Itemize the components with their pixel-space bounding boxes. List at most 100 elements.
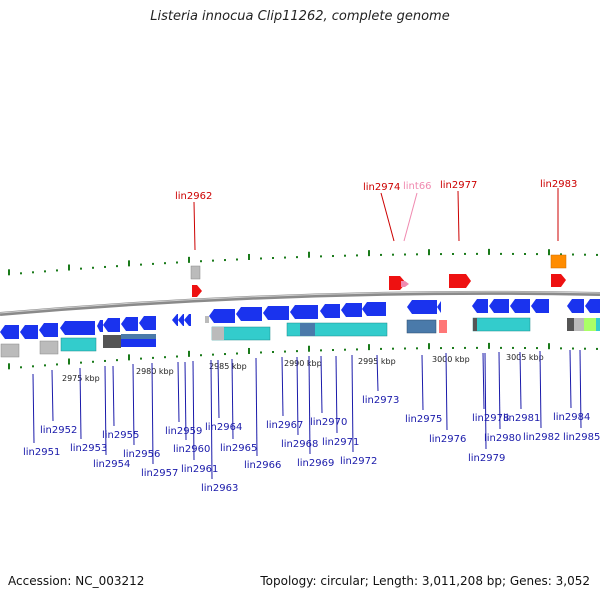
feature-box[interactable] xyxy=(406,319,437,334)
feature-box[interactable] xyxy=(300,323,315,336)
minor-tick xyxy=(164,262,166,265)
gene-label[interactable]: lin2981 xyxy=(503,413,540,424)
gene-label[interactable]: lin2979 xyxy=(468,453,505,464)
leader-line xyxy=(51,369,54,422)
gene-arrow[interactable] xyxy=(209,309,235,323)
gene-arrow[interactable] xyxy=(341,303,362,317)
feature-box[interactable] xyxy=(567,318,574,331)
leader-line xyxy=(457,190,460,242)
feature-box[interactable] xyxy=(0,343,20,358)
gene-box[interactable] xyxy=(190,265,201,280)
gene-arrow[interactable] xyxy=(139,316,156,330)
gene-arrow[interactable] xyxy=(551,274,566,287)
leader-line xyxy=(217,359,220,419)
gene-label[interactable]: lin2957 xyxy=(141,468,178,479)
gene-arrow[interactable] xyxy=(362,302,386,316)
gene-label[interactable]: lint66 xyxy=(403,181,432,192)
gene-label[interactable]: lin2959 xyxy=(165,426,202,437)
gene-arrow[interactable] xyxy=(263,306,289,320)
gene-label[interactable]: lin2982 xyxy=(523,432,560,443)
feature-box[interactable] xyxy=(473,318,477,331)
gene-label[interactable]: lin2985 xyxy=(563,432,600,443)
gene-label[interactable]: lin2978 xyxy=(472,413,509,424)
gene-arrow[interactable] xyxy=(60,321,95,335)
leader-line xyxy=(112,365,115,427)
gene-arrow[interactable] xyxy=(472,299,488,313)
minor-tick xyxy=(344,348,346,351)
scale-label: 3000 kbp xyxy=(432,355,470,364)
feature-box[interactable] xyxy=(584,318,596,331)
gene-arrow[interactable] xyxy=(184,314,191,326)
minor-tick xyxy=(440,347,442,350)
leader-line xyxy=(193,201,196,251)
leader-line xyxy=(192,360,195,461)
gene-arrow[interactable] xyxy=(172,314,178,326)
gene-label[interactable]: lin2968 xyxy=(281,439,318,450)
gene-arrow[interactable] xyxy=(0,325,19,339)
gene-label[interactable]: lin2969 xyxy=(297,458,334,469)
gene-arrow[interactable] xyxy=(567,299,584,313)
leader-line xyxy=(255,357,258,457)
gene-label[interactable]: lin2980 xyxy=(484,433,521,444)
gene-label[interactable]: lin2972 xyxy=(340,456,377,467)
leader-line xyxy=(403,192,418,242)
feature-box[interactable] xyxy=(121,334,156,339)
gene-label[interactable]: lin2971 xyxy=(322,437,359,448)
reverse-strand-genes xyxy=(0,299,600,358)
minor-tick xyxy=(356,348,358,351)
gene-label[interactable]: lin2965 xyxy=(220,443,257,454)
feature-box[interactable] xyxy=(574,318,584,331)
gene-arrow[interactable] xyxy=(489,299,509,313)
gene-label[interactable]: lin2974 xyxy=(363,182,400,193)
gene-label[interactable]: lin2966 xyxy=(244,460,281,471)
gene-arrow[interactable] xyxy=(437,301,441,313)
gene-arrow[interactable] xyxy=(407,300,437,314)
gene-arrow[interactable] xyxy=(585,299,600,313)
feature-box[interactable] xyxy=(103,335,121,348)
feature-box[interactable] xyxy=(39,340,59,355)
feature-box[interactable] xyxy=(472,317,531,332)
gene-arrow[interactable] xyxy=(236,307,262,321)
gene-label[interactable]: lin2955 xyxy=(102,430,139,441)
feature-box[interactable] xyxy=(212,327,224,340)
feature-box[interactable] xyxy=(60,337,97,352)
gene-arrow[interactable] xyxy=(401,281,409,287)
gene-label[interactable]: lin2964 xyxy=(205,422,242,433)
gene-arrow[interactable] xyxy=(121,317,138,331)
minor-tick xyxy=(320,349,322,352)
gene-arrow[interactable] xyxy=(103,318,120,332)
gene-box[interactable] xyxy=(205,316,209,323)
gene-arrow[interactable] xyxy=(510,299,530,313)
gene-label[interactable]: lin2961 xyxy=(181,464,218,475)
gene-label[interactable]: lin2963 xyxy=(201,483,238,494)
gene-label[interactable]: lin2960 xyxy=(173,444,210,455)
gene-label[interactable]: lin2975 xyxy=(405,414,442,425)
gene-arrow[interactable] xyxy=(320,304,340,318)
gene-label[interactable]: lin2953 xyxy=(70,443,107,454)
gene-arrow[interactable] xyxy=(290,305,318,319)
gene-arrow[interactable] xyxy=(192,285,202,297)
minor-tick xyxy=(596,347,598,350)
gene-label[interactable]: lin2970 xyxy=(310,417,347,428)
gene-label[interactable]: lin2951 xyxy=(23,447,60,458)
gene-label[interactable]: lin2977 xyxy=(440,180,477,191)
gene-label[interactable]: lin2956 xyxy=(123,449,160,460)
gene-label[interactable]: lin2973 xyxy=(362,395,399,406)
gene-label[interactable]: lin2967 xyxy=(266,420,303,431)
feature-box[interactable] xyxy=(439,320,447,333)
feature-box[interactable] xyxy=(596,318,600,331)
gene-arrow[interactable] xyxy=(178,314,184,326)
leader-line xyxy=(539,350,542,429)
gene-arrow[interactable] xyxy=(449,274,471,288)
gene-label[interactable]: lin2976 xyxy=(429,434,466,445)
gene-label[interactable]: lin2984 xyxy=(553,412,590,423)
gene-label[interactable]: lin2962 xyxy=(175,191,212,202)
gene-label[interactable]: lin2983 xyxy=(540,179,577,190)
gene-arrow[interactable] xyxy=(39,323,58,337)
gene-arrow[interactable] xyxy=(97,320,103,332)
gene-label[interactable]: lin2954 xyxy=(93,459,130,470)
gene-label[interactable]: lin2952 xyxy=(40,425,77,436)
gene-arrow[interactable] xyxy=(20,325,38,339)
gene-arrow[interactable] xyxy=(531,299,549,313)
gene-box[interactable] xyxy=(550,254,567,269)
